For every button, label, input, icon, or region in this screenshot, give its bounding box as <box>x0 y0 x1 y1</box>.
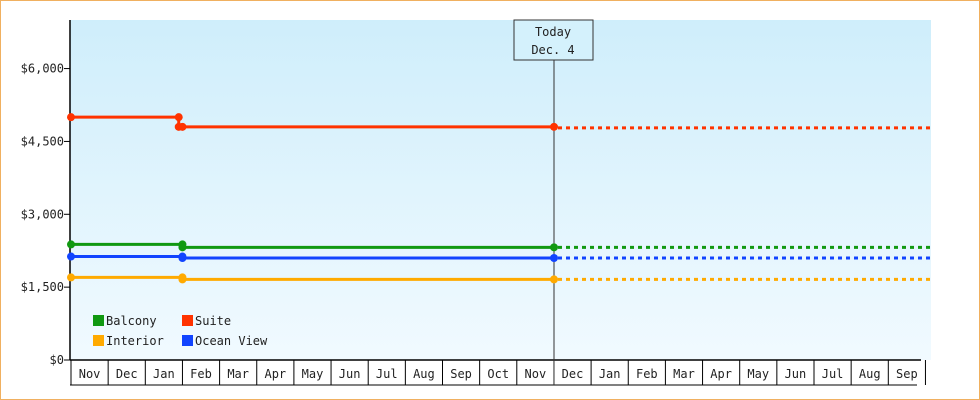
series-layer <box>67 113 931 284</box>
x-tick-label: Apr <box>264 367 286 381</box>
series-point-balcony <box>67 240 75 249</box>
series-point-interior <box>550 275 558 284</box>
series-point-ocean-view <box>550 254 558 262</box>
x-tick-label: Mar <box>227 367 249 381</box>
series-point-ocean-view <box>67 252 75 261</box>
x-tick-label: Feb <box>636 367 658 381</box>
legend-label-ocean-view: Ocean View <box>195 334 268 348</box>
y-axis: $0 $1,500 $3,000 $4,500 $6,000 <box>21 20 71 367</box>
legend-swatch-suite <box>182 315 193 326</box>
x-tick-label: Aug <box>859 367 881 381</box>
today-marker: Today Dec. 4 <box>513 19 594 385</box>
x-tick-label: Aug <box>413 367 435 381</box>
legend-swatch-ocean-view <box>182 335 193 346</box>
legend-label-suite: Suite <box>195 314 231 328</box>
legend-swatch-balcony <box>93 315 104 326</box>
plot-area <box>70 20 931 360</box>
x-axis: Nov Dec Jan Feb Mar Apr May Jun Jul Aug Sep Oct Nov D… <box>70 359 926 386</box>
y-tick-label: $1,500 <box>21 280 64 294</box>
x-tick-label: Dec <box>116 367 138 381</box>
legend-swatch-interior <box>93 335 104 346</box>
series-point-interior <box>178 275 187 284</box>
x-tick-label: Jun <box>785 367 807 381</box>
series-point-balcony <box>550 243 558 252</box>
today-box <box>513 19 594 61</box>
x-tick-label: Nov <box>79 367 101 381</box>
series-point-ocean-view <box>178 254 187 262</box>
y-tick-label: $3,000 <box>21 207 64 221</box>
x-tick-label: Apr <box>710 367 732 381</box>
legend: Balcony Suite Interior Ocean View <box>93 314 268 348</box>
legend-label-interior: Interior <box>106 334 164 348</box>
x-tick-label: May <box>302 367 324 381</box>
x-tick-label: Feb <box>190 367 212 381</box>
y-tick-label: $6,000 <box>21 62 64 76</box>
x-tick-label: Oct <box>487 367 509 381</box>
y-tick-label: $4,500 <box>21 134 64 148</box>
series-point-interior <box>67 273 75 282</box>
x-tick-label: Jul <box>822 367 844 381</box>
series-point-suite <box>174 113 183 122</box>
x-tick-label: Jul <box>376 367 398 381</box>
x-tick-label: Nov <box>525 367 547 381</box>
today-date: Dec. 4 <box>531 43 574 57</box>
series-point-balcony <box>178 243 187 252</box>
x-tick-label: Jan <box>599 367 621 381</box>
x-tick-label: May <box>747 367 769 381</box>
series-point-suite <box>178 122 187 131</box>
x-tick-label: Jun <box>339 367 361 381</box>
series-point-suite <box>67 113 75 122</box>
x-tick-label: Sep <box>896 367 918 381</box>
legend-label-balcony: Balcony <box>106 314 157 328</box>
x-tick-label: Mar <box>673 367 695 381</box>
y-tick-label: $0 <box>50 353 64 367</box>
series-line-ocean-view <box>71 255 554 260</box>
today-label: Today <box>535 25 571 39</box>
x-tick-label: Dec <box>562 367 584 381</box>
x-tick-label: Sep <box>450 367 472 381</box>
series-point-suite <box>550 122 558 131</box>
x-tick-label: Jan <box>153 367 175 381</box>
